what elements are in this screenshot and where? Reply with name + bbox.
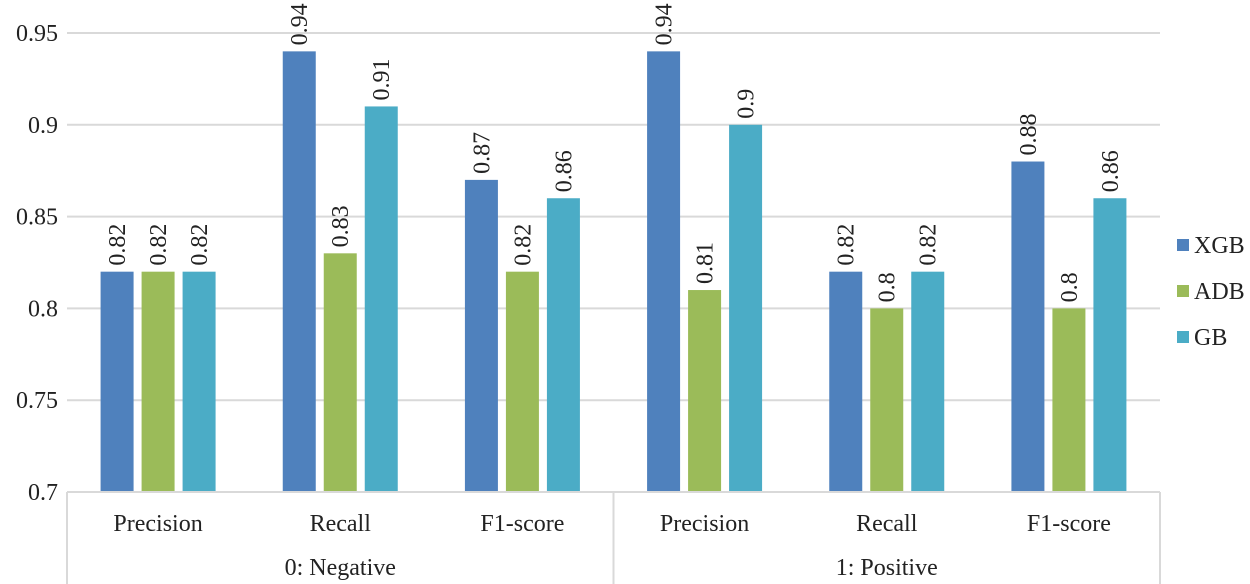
x-axis: Precision Recall F1-score Precision Recall F1…: [66, 491, 1161, 584]
legend-swatch-xgb: [1177, 239, 1189, 251]
data-label-adb: 0.82: [510, 224, 536, 266]
category-label: Recall: [856, 511, 918, 537]
legend-swatch-gb: [1177, 331, 1189, 343]
data-label-gb: 0.82: [916, 224, 942, 266]
data-label-gb: 0.82: [187, 224, 213, 266]
data-label-gb: 0.86: [551, 150, 577, 192]
y-tick-label: 0.9: [28, 113, 58, 139]
gridlines: [67, 32, 1160, 402]
category-label: Recall: [310, 511, 372, 537]
bar-gb: [1093, 198, 1127, 493]
bar-xgb: [829, 271, 863, 492]
y-tick-label: 0.8: [28, 296, 58, 322]
bar-gb: [911, 271, 945, 492]
bar-xgb: [464, 179, 498, 492]
bar-gb: [729, 124, 763, 493]
y-tick-label: 0.95: [16, 21, 58, 47]
data-label-adb: 0.8: [1057, 272, 1083, 302]
group-label: 1: Positive: [836, 555, 938, 581]
y-tick-label: 0.85: [16, 205, 58, 231]
bar-adb: [323, 253, 357, 492]
bar-adb: [1052, 308, 1086, 492]
bar-gb: [182, 271, 216, 492]
data-label-xgb: 0.94: [652, 3, 678, 45]
category-label: Precision: [660, 511, 749, 537]
category-label: F1-score: [1027, 511, 1111, 537]
data-label-adb: 0.83: [328, 205, 354, 247]
category-label: F1-score: [480, 511, 564, 537]
bar-xgb: [647, 51, 681, 493]
y-axis-ticks: 0.7 0.75 0.8 0.85 0.9 0.95: [16, 21, 58, 506]
bar-xgb: [100, 271, 134, 492]
data-label-xgb: 0.82: [834, 224, 860, 266]
bar-gb: [364, 106, 398, 492]
bar-xgb: [282, 51, 316, 493]
y-tick-label: 0.7: [28, 480, 58, 506]
data-label-adb: 0.81: [693, 242, 719, 284]
legend-label-gb: GB: [1194, 325, 1227, 351]
data-label-adb: 0.82: [146, 224, 172, 266]
legend: XGB ADB GB: [1177, 233, 1245, 351]
legend-swatch-adb: [1177, 285, 1189, 297]
bar-xgb: [1011, 161, 1045, 492]
data-label-adb: 0.8: [875, 272, 901, 302]
y-tick-label: 0.75: [16, 388, 58, 414]
data-label-gb: 0.86: [1098, 150, 1124, 192]
group-label: 0: Negative: [285, 555, 396, 581]
data-label-xgb: 0.88: [1016, 114, 1042, 156]
data-label-xgb: 0.82: [105, 224, 131, 266]
bar-adb: [505, 271, 539, 492]
bar-gb: [546, 198, 580, 493]
data-labels: 0.82 0.82 0.82 0.94 0.83 0.91 0.87 0.82 0.86 0.94…: [105, 3, 1124, 302]
category-label: Precision: [113, 511, 202, 537]
data-label-xgb: 0.87: [469, 132, 495, 174]
data-label-xgb: 0.94: [287, 3, 313, 45]
data-label-gb: 0.91: [369, 58, 395, 100]
legend-label-adb: ADB: [1194, 279, 1245, 305]
bar-adb: [141, 271, 175, 492]
bar-adb: [688, 290, 722, 492]
bars: [100, 51, 1127, 493]
legend-label-xgb: XGB: [1194, 233, 1245, 259]
data-label-gb: 0.9: [734, 89, 760, 119]
bar-adb: [870, 308, 904, 492]
